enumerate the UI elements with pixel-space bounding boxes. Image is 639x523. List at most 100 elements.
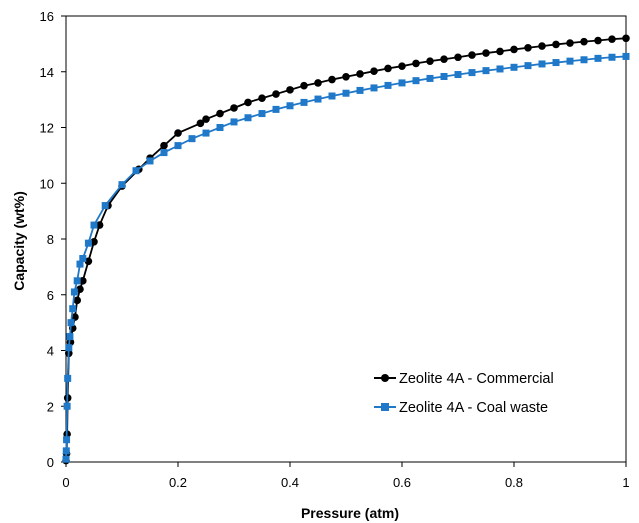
- data-point: [454, 53, 462, 62]
- legend: Zeolite 4A - Commercial Zeolite 4A - Coa…: [374, 371, 554, 416]
- x-tick-label: 0: [62, 475, 69, 490]
- data-point: [230, 104, 238, 112]
- data-point: [524, 62, 532, 70]
- data-point: [79, 277, 87, 285]
- y-tick-label: 12: [40, 121, 54, 136]
- y-tick-label: 14: [40, 65, 54, 80]
- data-point: [426, 57, 434, 65]
- data-point: [286, 102, 294, 110]
- data-point: [412, 59, 420, 68]
- data-point: [566, 57, 574, 65]
- data-point: [272, 105, 280, 113]
- data-point: [272, 90, 280, 98]
- data-point: [314, 79, 322, 87]
- data-point: [300, 98, 308, 106]
- data-point: [188, 135, 196, 143]
- data-point: [101, 202, 109, 210]
- x-axis-title: Pressure (atm): [301, 505, 399, 521]
- y-axis-title: Capacity (wt%): [11, 191, 27, 291]
- y-tick-label: 6: [47, 288, 54, 303]
- x-tick-label: 1: [622, 475, 629, 490]
- data-point: [62, 455, 70, 463]
- data-point: [510, 45, 518, 54]
- data-point: [258, 94, 266, 103]
- data-point: [79, 255, 87, 263]
- data-point: [468, 51, 476, 59]
- data-point: [622, 34, 630, 43]
- data-point: [244, 98, 252, 107]
- legend-marker-coal-waste: [381, 403, 389, 411]
- data-point: [510, 63, 518, 71]
- data-point: [244, 114, 252, 122]
- data-point: [594, 36, 602, 45]
- data-point: [146, 157, 154, 165]
- data-point: [63, 436, 71, 444]
- data-point: [160, 141, 168, 150]
- data-point: [64, 374, 72, 382]
- data-point: [384, 64, 392, 73]
- legend-label-commercial: Zeolite 4A - Commercial: [399, 371, 554, 387]
- data-point: [300, 81, 308, 90]
- y-tick-label: 2: [47, 399, 54, 414]
- data-point: [342, 89, 350, 97]
- data-point: [538, 42, 546, 50]
- y-tick-label: 4: [47, 344, 54, 359]
- data-point: [216, 109, 224, 118]
- data-point: [84, 257, 93, 266]
- data-point: [370, 84, 378, 92]
- data-point: [356, 86, 364, 94]
- data-point: [468, 69, 476, 77]
- data-point: [174, 142, 182, 150]
- data-point: [482, 67, 490, 75]
- data-point: [84, 239, 92, 247]
- x-axis-ticks: 0 0.2 0.4 0.6 0.8 1: [62, 462, 630, 490]
- data-point: [62, 447, 70, 455]
- data-point: [552, 40, 560, 49]
- data-point: [174, 129, 182, 137]
- legend-marker-commercial: [381, 374, 389, 382]
- data-point: [69, 305, 77, 313]
- x-tick-label: 0.4: [281, 475, 299, 490]
- data-point: [384, 81, 392, 89]
- data-point: [76, 260, 84, 268]
- data-point: [552, 59, 560, 67]
- data-point: [132, 167, 140, 175]
- data-point: [356, 70, 364, 78]
- data-point: [482, 49, 490, 57]
- data-point: [66, 333, 74, 341]
- y-tick-label: 8: [47, 232, 54, 247]
- data-point: [70, 288, 78, 296]
- data-point: [594, 54, 602, 62]
- y-tick-label: 16: [40, 9, 54, 24]
- data-point: [608, 35, 616, 43]
- data-point: [76, 285, 84, 293]
- series-layer: [62, 34, 630, 465]
- series-line: [65, 37, 627, 461]
- legend-label-coal-waste: Zeolite 4A - Coal waste: [399, 400, 548, 416]
- data-point: [608, 53, 616, 61]
- data-point: [67, 319, 75, 327]
- data-point: [216, 124, 224, 131]
- data-point: [230, 118, 238, 126]
- data-point: [426, 74, 434, 82]
- data-point: [95, 221, 104, 229]
- data-point: [538, 60, 546, 68]
- data-point: [160, 149, 168, 157]
- data-point: [342, 72, 350, 81]
- data-point: [454, 71, 462, 79]
- x-tick-label: 0.2: [169, 475, 187, 490]
- data-point: [73, 296, 81, 305]
- data-point: [90, 237, 98, 246]
- data-point: [202, 129, 210, 137]
- data-point: [440, 72, 448, 80]
- data-point: [370, 67, 378, 75]
- data-point: [65, 344, 73, 352]
- y-tick-label: 0: [47, 455, 54, 470]
- data-point: [63, 402, 71, 410]
- data-point: [118, 181, 126, 189]
- data-point: [258, 110, 266, 118]
- y-tick-label: 10: [40, 176, 54, 191]
- data-point: [73, 277, 81, 285]
